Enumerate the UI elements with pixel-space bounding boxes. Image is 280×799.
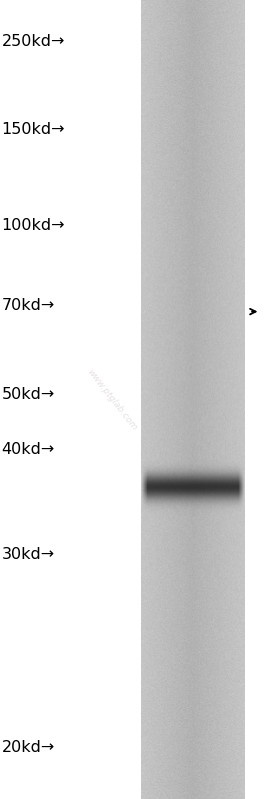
Text: 70kd→: 70kd→	[1, 298, 55, 312]
Text: 30kd→: 30kd→	[1, 547, 55, 562]
Text: 250kd→: 250kd→	[1, 34, 65, 49]
Text: 50kd→: 50kd→	[1, 388, 55, 402]
Text: 150kd→: 150kd→	[1, 122, 65, 137]
Text: 100kd→: 100kd→	[1, 218, 65, 233]
Text: 40kd→: 40kd→	[1, 442, 55, 456]
Text: www.ptglab.com: www.ptglab.com	[85, 367, 139, 432]
Text: 20kd→: 20kd→	[1, 741, 55, 755]
